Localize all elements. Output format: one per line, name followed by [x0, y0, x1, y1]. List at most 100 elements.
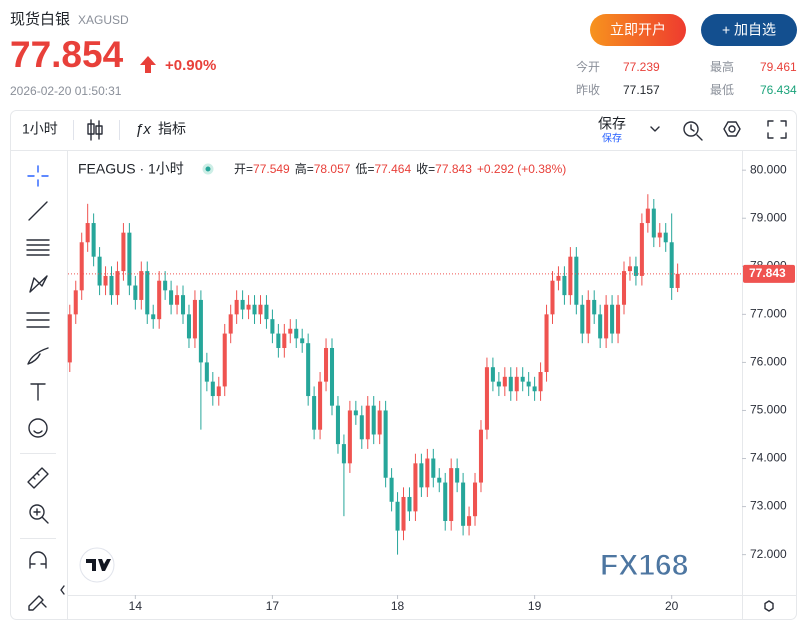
drawing-tools [26, 165, 50, 611]
candle-body [514, 376, 519, 392]
line-tool[interactable] [28, 201, 48, 221]
magnet-tool[interactable] [29, 551, 47, 569]
candle-body [163, 280, 168, 291]
axis-settings[interactable] [764, 600, 774, 612]
candle-body [371, 405, 376, 435]
candle-body [598, 314, 603, 339]
candle-body [312, 396, 317, 430]
candle-body [651, 208, 656, 238]
stat-value: 77.239 [623, 60, 660, 74]
legend-value: 78.057 [314, 162, 351, 176]
candle-body [240, 299, 245, 310]
candle-body [151, 314, 156, 320]
up-arrow [140, 56, 156, 73]
lock-tool[interactable] [28, 595, 47, 611]
candle-body [621, 271, 627, 305]
candle-body [508, 376, 513, 392]
instrument-name: 现货白银 [10, 11, 70, 28]
candle-body [425, 458, 430, 488]
candle-body [73, 290, 78, 315]
candle-body [198, 299, 203, 363]
candle-body [365, 405, 370, 440]
open-account-button[interactable]: 立即开户 [590, 14, 686, 46]
candle-body [419, 463, 424, 488]
candle-body [407, 496, 412, 512]
candle-body [186, 314, 192, 339]
fib-tool[interactable] [26, 239, 50, 256]
candle-body [335, 405, 340, 445]
price: 77.854 [10, 34, 124, 75]
x-tick-label: 17 [266, 599, 280, 613]
fx-icon[interactable]: ƒx [135, 121, 151, 138]
candle-body [461, 482, 466, 526]
watchlist-button[interactable]: + 加自选 [701, 14, 797, 46]
save-button[interactable]: 保存 [598, 116, 626, 132]
button-bg [701, 14, 797, 46]
candle-body [175, 295, 180, 305]
pattern-tool[interactable] [29, 275, 48, 293]
candle-body [675, 273, 680, 288]
measure-tool[interactable] [27, 467, 49, 489]
candle-body [341, 444, 346, 464]
y-tick-label: 74.000 [750, 451, 787, 465]
candle-body [294, 328, 299, 339]
ohlc-legend: 开=77.549 高=78.057 低=77.464 收=77.843 +0.292 (… [234, 161, 566, 176]
candle-body [204, 362, 209, 382]
settings-icon[interactable] [723, 121, 741, 137]
legend-value: 77.549 [253, 162, 290, 176]
crosshair-tool[interactable] [27, 165, 49, 187]
candle-body [431, 458, 436, 478]
replay-icon[interactable] [683, 121, 703, 141]
candle-body [79, 242, 84, 291]
candle-body [616, 304, 621, 334]
candle-body [300, 338, 305, 344]
stat-value: 76.434 [760, 83, 797, 97]
stat-label: 昨收 [576, 83, 600, 97]
candle-body [455, 468, 460, 483]
indicator-button[interactable]: 指标 [158, 121, 186, 137]
projection-tool[interactable] [26, 312, 50, 328]
price-change: +0.90% [165, 57, 216, 74]
chevron[interactable] [650, 126, 660, 132]
candle-body [437, 477, 442, 483]
candle-body [157, 280, 162, 320]
candle-body [228, 314, 233, 334]
candle-body [538, 372, 543, 392]
zoom-tool[interactable] [29, 504, 49, 524]
emoji-tool[interactable] [28, 418, 48, 438]
candle-body [478, 429, 484, 483]
last-price-tag [743, 264, 795, 283]
interval[interactable]: 1小时 [22, 121, 58, 137]
candle-body [234, 299, 239, 315]
candle-body [389, 477, 394, 502]
legend-value: 77.464 [374, 162, 411, 176]
watermark: FX168 [600, 549, 688, 582]
brush-tool[interactable] [27, 347, 49, 365]
button-label: 立即开户 [610, 22, 666, 38]
candle-body [550, 280, 555, 315]
chart-frame [10, 110, 797, 620]
candle-body [97, 256, 102, 286]
candle-body [109, 275, 114, 296]
candle-body [657, 232, 662, 238]
candle-body [216, 386, 221, 397]
candle-body [252, 304, 257, 315]
chart-type-icon[interactable] [87, 119, 103, 141]
candle-body [526, 381, 531, 387]
candle-body [270, 319, 275, 334]
fullscreen-icon[interactable] [767, 120, 787, 139]
candle-body [121, 232, 126, 272]
candle-body [580, 304, 585, 334]
candle-body [103, 275, 108, 286]
scroll-left[interactable] [60, 585, 65, 595]
candle-body [639, 223, 644, 276]
button-bg [590, 14, 686, 46]
candle-body [586, 299, 591, 334]
x-tick-label: 18 [391, 599, 405, 613]
candle-body [568, 256, 573, 296]
candle-body [246, 304, 251, 310]
candle-body [258, 304, 263, 315]
text-tool[interactable] [30, 383, 46, 401]
candle-body [592, 299, 597, 315]
